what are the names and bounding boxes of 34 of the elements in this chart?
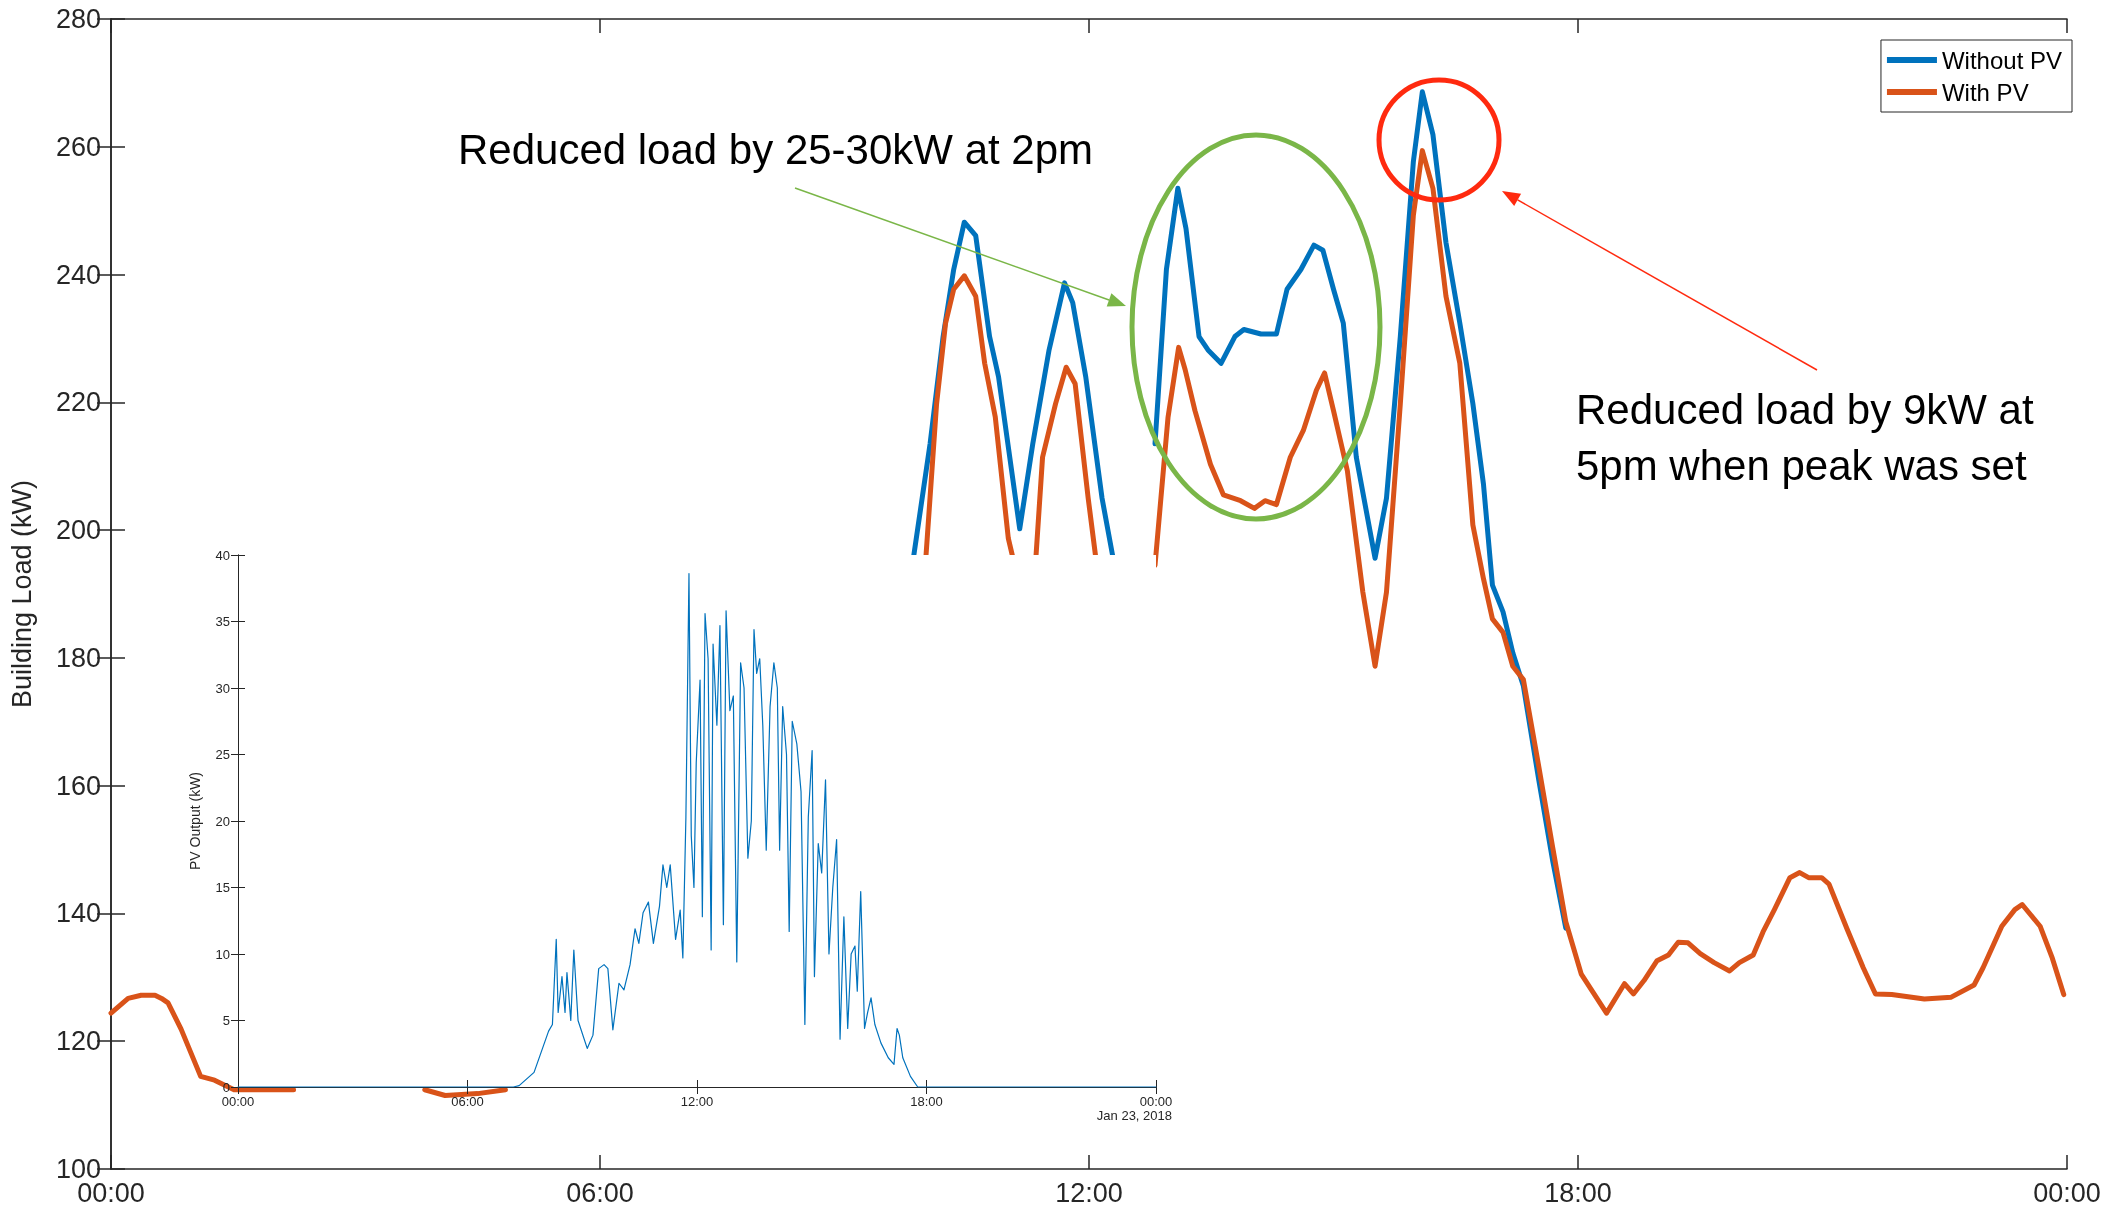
y-tick-label: 140 <box>55 898 101 929</box>
x-tick-label: 00:00 <box>1139 1094 1173 1109</box>
legend-label: Without PV <box>1941 46 2062 74</box>
x-tick-label: 12:00 <box>680 1094 714 1109</box>
y-tick-label: 30 <box>215 680 230 696</box>
line-series <box>237 573 1157 1088</box>
y-tick-label: 260 <box>55 131 101 162</box>
y-tick-label: 220 <box>55 387 101 418</box>
y-tick-label: 160 <box>55 770 101 801</box>
x-tick-label: 06:00 <box>566 1177 634 1208</box>
annotation: Reduced load by 9kW at 5pm when peak was set <box>1576 385 2035 491</box>
y-tick-label: 35 <box>215 614 230 629</box>
y-tick-label: 15 <box>215 880 230 895</box>
y-tick-label: 280 <box>55 4 101 34</box>
y-tick-label: 240 <box>55 259 101 290</box>
x-tick-label: 18:00 <box>910 1094 943 1109</box>
x-tick-label: 00:00 <box>221 1094 255 1109</box>
y-tick-label: 20 <box>215 813 230 829</box>
y-tick-label: 10 <box>215 946 230 962</box>
annotation: Jan 23, 2018 <box>1096 1108 1173 1123</box>
legend-label: With PV <box>1941 78 2029 106</box>
y-tick-label: 40 <box>215 547 230 563</box>
y-axis-title: PV Output (kW) <box>187 771 203 871</box>
y-tick-label: 5 <box>222 1013 230 1028</box>
y-axis-title: Building Load (kW) <box>6 479 37 709</box>
y-tick-label: 25 <box>215 747 230 762</box>
y-tick-label: 180 <box>55 642 101 673</box>
x-tick-label: 06:00 <box>451 1094 484 1109</box>
x-tick-label: 00:00 <box>2033 1177 2101 1208</box>
x-tick-label: 18:00 <box>1544 1177 1612 1208</box>
annotation: Reduced load by 25-30kW at 2pm <box>458 125 1095 175</box>
y-tick-label: 120 <box>55 1026 101 1057</box>
y-tick-label: 200 <box>55 515 101 546</box>
x-tick-label: 12:00 <box>1055 1177 1123 1208</box>
